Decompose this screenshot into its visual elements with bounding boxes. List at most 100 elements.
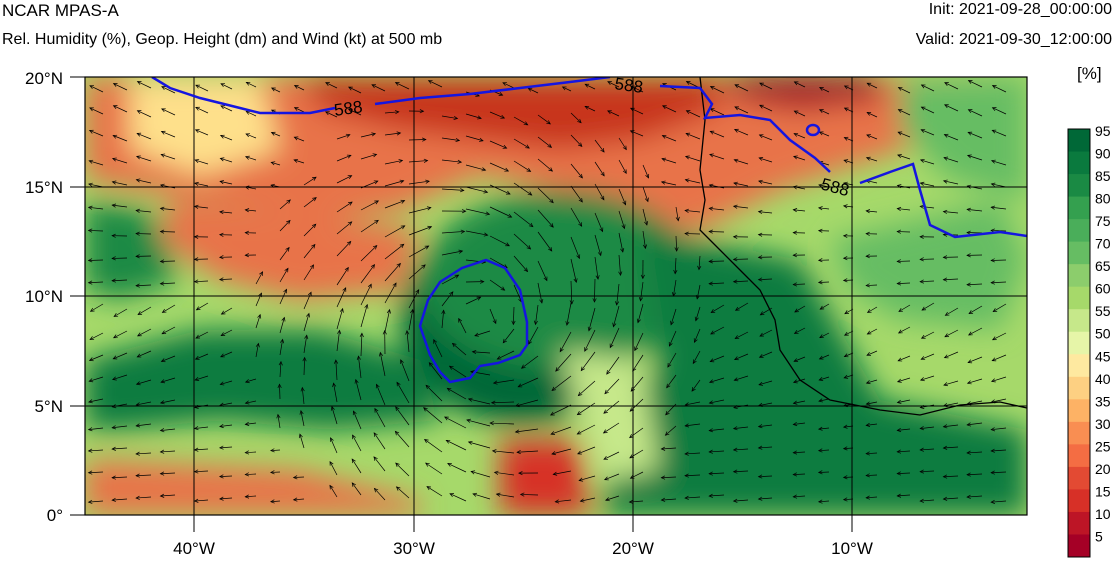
wind-vector xyxy=(735,331,749,339)
wind-vector xyxy=(967,356,983,363)
wind-vector-head xyxy=(359,332,364,338)
wind-vector xyxy=(866,496,878,499)
lat-label-20n: 20°N xyxy=(25,69,63,88)
wind-vector xyxy=(578,380,596,396)
wind-vector-head xyxy=(732,447,738,452)
wind-vector xyxy=(88,206,104,210)
wind-vector-head xyxy=(400,199,406,204)
wind-vector xyxy=(220,181,233,185)
wind-vector-head xyxy=(194,355,200,360)
wind-vector xyxy=(425,462,443,475)
wind-vector xyxy=(294,107,305,113)
wind-vector xyxy=(194,499,209,502)
wind-vector-head xyxy=(476,296,482,301)
wind-vector xyxy=(245,156,257,161)
wind-vector xyxy=(277,414,281,429)
wind-vector-head xyxy=(218,232,224,237)
wind-vector xyxy=(921,353,935,360)
wind-vector-head xyxy=(685,132,691,137)
wind-vector xyxy=(675,235,678,252)
wind-vector xyxy=(793,156,806,161)
wind-vector-head xyxy=(666,383,671,389)
wind-vector-head xyxy=(87,427,93,432)
mid-region-northwest xyxy=(130,80,280,175)
wind-vector-head xyxy=(919,469,924,474)
wind-vector xyxy=(642,230,646,249)
colorbar-swatch xyxy=(1068,489,1090,513)
wind-vector-head xyxy=(733,356,739,361)
wind-vector-head xyxy=(193,279,199,284)
wind-vector xyxy=(537,136,552,148)
wind-vector-head xyxy=(664,431,670,436)
colorbar-units: [%] xyxy=(1077,64,1102,83)
wind-vector xyxy=(303,357,305,376)
wind-vector-head xyxy=(709,153,714,158)
dry-core-northeast xyxy=(720,77,880,110)
wind-vector-head xyxy=(942,496,948,501)
wind-vector-head xyxy=(449,291,454,296)
wind-vector xyxy=(920,499,935,502)
wind-vector xyxy=(733,205,749,209)
colorbar-label: 40 xyxy=(1095,371,1111,387)
colorbar-label: 45 xyxy=(1095,348,1111,364)
lon-label-30w: 30°W xyxy=(393,539,435,558)
wind-vector-head xyxy=(759,332,765,337)
wind-vector xyxy=(348,86,362,94)
wind-vector xyxy=(967,400,983,405)
wind-vector-head xyxy=(966,422,972,427)
wind-vector xyxy=(351,458,362,474)
wind-vector xyxy=(843,425,854,428)
colorbar-swatch xyxy=(1068,286,1090,310)
wind-vector-head xyxy=(286,219,291,225)
wind-vector xyxy=(709,472,725,475)
wind-vector-head xyxy=(896,449,902,454)
wind-vector xyxy=(629,427,644,438)
wind-vector-head xyxy=(609,343,614,349)
wind-vector-head xyxy=(990,280,995,285)
wind-vector-head xyxy=(708,449,713,454)
wind-vector xyxy=(136,379,152,385)
wind-vector xyxy=(136,452,152,455)
wind-vector-head xyxy=(990,159,996,164)
wind-vector-head xyxy=(352,434,356,440)
wind-vector-head xyxy=(135,495,140,500)
wind-vector xyxy=(618,159,627,174)
wind-vector xyxy=(300,410,305,427)
wind-vector-head xyxy=(919,181,925,186)
wind-vector xyxy=(968,80,983,88)
wind-vector-head xyxy=(645,173,650,179)
wind-vector-head xyxy=(865,380,871,385)
wind-vector-head xyxy=(605,497,610,502)
wind-vector xyxy=(843,182,854,186)
wind-vector-head xyxy=(89,336,95,340)
wind-vector-head xyxy=(447,463,452,467)
wind-vector xyxy=(303,335,308,354)
wind-vector-head xyxy=(373,180,379,185)
wind-vector xyxy=(161,154,176,160)
dry-region-west xyxy=(160,200,420,300)
wind-vector-head xyxy=(577,118,582,124)
wind-vector-head xyxy=(329,484,334,490)
wind-vector-head xyxy=(942,445,948,450)
wind-vector xyxy=(618,210,625,229)
wind-vector xyxy=(360,245,378,262)
colorbar-label: 60 xyxy=(1095,281,1111,297)
wind-vector-head xyxy=(311,223,317,229)
wind-vector-head xyxy=(344,266,349,272)
wind-vector-head xyxy=(352,410,357,416)
wind-vector xyxy=(897,208,911,211)
wind-vector xyxy=(603,400,620,414)
wind-vector xyxy=(336,287,347,308)
wind-vector-head xyxy=(218,255,224,260)
wind-vector-head xyxy=(219,277,224,282)
wind-vector-head xyxy=(502,338,507,344)
wind-vector xyxy=(818,500,830,503)
wind-vector-head xyxy=(684,473,689,478)
wind-vector xyxy=(160,377,176,383)
wind-vector xyxy=(160,450,176,453)
wind-vector xyxy=(685,210,701,213)
wind-vector xyxy=(303,244,316,259)
wind-vector-head xyxy=(817,280,823,285)
wind-vector-head xyxy=(792,379,798,384)
contour-label-588-west: 588 xyxy=(333,97,364,120)
